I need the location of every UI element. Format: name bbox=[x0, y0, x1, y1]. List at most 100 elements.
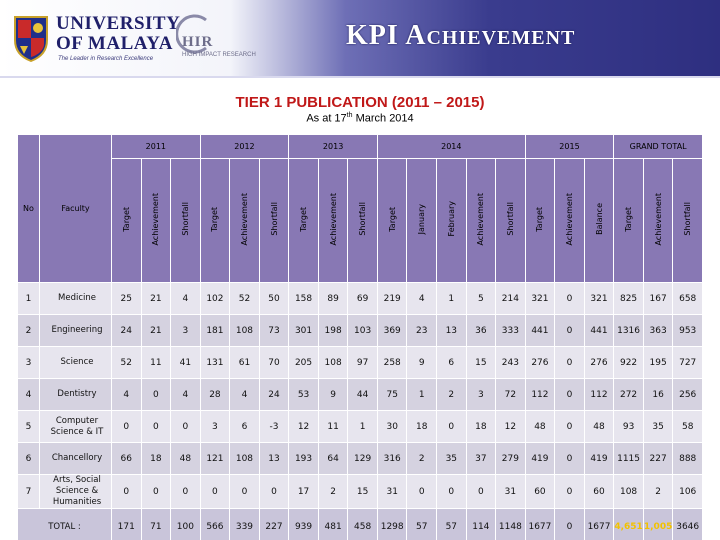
sub-header-label: Shortfall bbox=[180, 202, 190, 236]
sub-header-label: Target bbox=[210, 206, 220, 232]
hir-logo: HIR HIGH IMPACT RESEARCH bbox=[170, 12, 310, 66]
table-cell: 16 bbox=[642, 378, 674, 411]
table-cell: 4 bbox=[170, 282, 201, 315]
year-header-row: No Faculty 2011 2012 2013 2014 2015 GRAN… bbox=[17, 134, 703, 283]
kpi-table-body: 1 Medicine 25 21 4 102 52 50 158 89 69 219 4 1 5 214 321… bbox=[17, 282, 703, 540]
table-cell: 953 bbox=[672, 314, 703, 347]
total-cell: 57 bbox=[406, 508, 438, 540]
table-cell: 4 bbox=[111, 378, 142, 411]
logo-text-line1: UNIVERSITY bbox=[56, 13, 181, 34]
faculty-name: Dentistry bbox=[39, 378, 112, 411]
total-cell: 1148 bbox=[495, 508, 526, 540]
group-2013-header: 2013 bbox=[288, 134, 378, 159]
sub-header-label: Target bbox=[535, 206, 545, 232]
table-cell: 13 bbox=[436, 314, 467, 347]
total-cell: 458 bbox=[347, 508, 378, 540]
table-cell: 181 bbox=[199, 314, 231, 347]
table-cell: 41 bbox=[170, 346, 201, 379]
table-cell: 35 bbox=[642, 410, 674, 443]
table-cell: 36 bbox=[465, 314, 497, 347]
group-2015-header: 2015 bbox=[524, 134, 615, 159]
total-cell: 57 bbox=[436, 508, 467, 540]
total-cell: 566 bbox=[199, 508, 231, 540]
group-grand-total-header: GRAND TOTAL bbox=[613, 134, 703, 159]
table-cell: 35 bbox=[436, 442, 467, 475]
sub-header: Target bbox=[111, 158, 142, 283]
table-cell: 0 bbox=[406, 474, 438, 509]
table-cell: 30 bbox=[376, 410, 408, 443]
table-cell: 89 bbox=[317, 282, 349, 315]
table-cell: 363 bbox=[642, 314, 674, 347]
table-cell: 205 bbox=[288, 346, 319, 379]
kpi-table: No Faculty 2011 2012 2013 2014 2015 GRAN… bbox=[17, 134, 703, 540]
banner-title: KPI Achievement bbox=[346, 20, 576, 51]
total-cell: 1,005 bbox=[642, 508, 674, 540]
table-cell: 3 bbox=[465, 378, 497, 411]
sub-header: Achievement bbox=[642, 158, 674, 283]
table-cell: 0 bbox=[140, 410, 172, 443]
table-row: 1 Medicine 25 21 4 102 52 50 158 89 69 219 4 1 5 214 321… bbox=[17, 282, 703, 315]
table-cell: 131 bbox=[199, 346, 231, 379]
sub-header-row: Target Achievement Shortfall Target Achi… bbox=[18, 158, 703, 283]
table-row: 3 Science 52 11 41 131 61 70 205 108 97 258 9 6 15 243 2… bbox=[17, 346, 703, 379]
sub-header: Balance bbox=[583, 158, 615, 283]
table-cell: 6 bbox=[229, 410, 260, 443]
sub-header-label: Achievement bbox=[239, 192, 249, 246]
sub-header-label: Shortfall bbox=[505, 202, 515, 236]
table-cell: 195 bbox=[642, 346, 674, 379]
table-row: 5 Computer Science & IT 0 0 0 3 6 -3 12 11 1 30 18 0 1… bbox=[17, 410, 703, 443]
table-cell: 52 bbox=[229, 282, 260, 315]
table-cell: 48 bbox=[524, 410, 556, 443]
faculty-name: Medicine bbox=[39, 282, 112, 315]
group-2011-header: 2011 bbox=[111, 134, 201, 159]
row-number: 1 bbox=[17, 282, 40, 315]
table-cell: 219 bbox=[376, 282, 408, 315]
table-cell: 321 bbox=[583, 282, 615, 315]
table-cell: -3 bbox=[258, 410, 290, 443]
table-cell: 11 bbox=[140, 346, 172, 379]
table-cell: 0 bbox=[465, 474, 497, 509]
sub-header-label: Shortfall bbox=[683, 202, 693, 236]
row-number: 5 bbox=[17, 410, 40, 443]
table-cell: 419 bbox=[583, 442, 615, 475]
total-label: TOTAL : bbox=[17, 508, 112, 540]
table-cell: 18 bbox=[140, 442, 172, 475]
sub-header: Target bbox=[613, 158, 644, 283]
table-cell: 276 bbox=[524, 346, 556, 379]
table-cell: 12 bbox=[495, 410, 526, 443]
table-cell: 2 bbox=[406, 442, 438, 475]
sub-header-label: Target bbox=[121, 206, 131, 232]
table-cell: 52 bbox=[111, 346, 142, 379]
table-cell: 121 bbox=[199, 442, 231, 475]
sub-header: Achievement bbox=[465, 158, 497, 283]
table-cell: 167 bbox=[642, 282, 674, 315]
sub-header-label: Balance bbox=[594, 203, 604, 235]
sub-header-label: Target bbox=[387, 206, 397, 232]
table-cell: 0 bbox=[199, 474, 231, 509]
table-cell: 9 bbox=[406, 346, 438, 379]
report-title: TIER 1 PUBLICATION (2011 – 2015) bbox=[235, 94, 485, 111]
table-cell: 37 bbox=[465, 442, 497, 475]
table-cell: 108 bbox=[613, 474, 644, 509]
table-cell: 108 bbox=[229, 314, 260, 347]
table-cell: 18 bbox=[406, 410, 438, 443]
table-cell: 97 bbox=[347, 346, 378, 379]
sub-header-label: Shortfall bbox=[358, 202, 368, 236]
sub-header-label: Achievement bbox=[151, 192, 161, 246]
table-cell: 3 bbox=[170, 314, 201, 347]
table-cell: 193 bbox=[288, 442, 319, 475]
table-cell: 108 bbox=[317, 346, 349, 379]
university-crest-icon bbox=[14, 16, 48, 62]
table-cell: 922 bbox=[613, 346, 644, 379]
date-ordinal: th bbox=[346, 112, 353, 119]
table-cell: 3 bbox=[199, 410, 231, 443]
table-cell: 1 bbox=[347, 410, 378, 443]
table-cell: 60 bbox=[583, 474, 615, 509]
total-cell: 100 bbox=[170, 508, 201, 540]
table-cell: 25 bbox=[111, 282, 142, 315]
row-number: 4 bbox=[17, 378, 40, 411]
sub-header-label: Achievement bbox=[328, 192, 338, 246]
table-cell: 369 bbox=[376, 314, 408, 347]
table-cell: 0 bbox=[554, 378, 585, 411]
table-cell: 272 bbox=[613, 378, 644, 411]
